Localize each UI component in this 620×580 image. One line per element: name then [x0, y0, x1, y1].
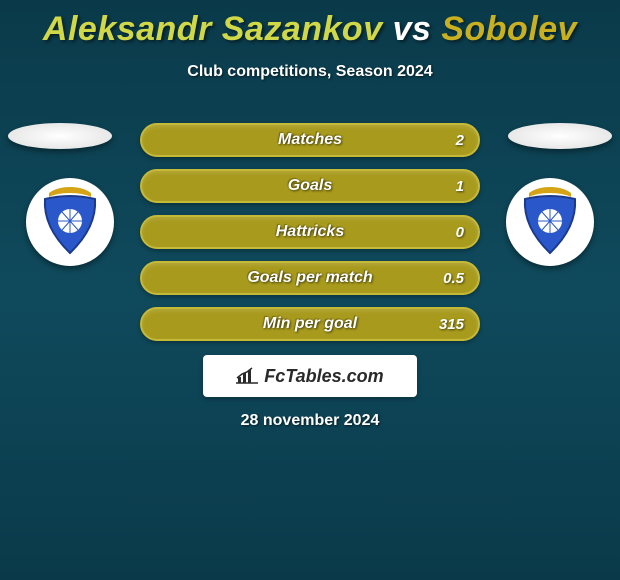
stat-bar-matches: Matches 2 [140, 123, 480, 157]
stats-area: Matches 2 Goals 1 Hattricks 0 Goals per … [0, 123, 620, 343]
stat-label: Goals [288, 177, 332, 195]
subtitle: Club competitions, Season 2024 [0, 63, 620, 81]
brand-suffix: Tables.com [285, 366, 383, 386]
stat-bar-hattricks: Hattricks 0 [140, 215, 480, 249]
bar-chart-icon [236, 367, 258, 385]
brand-prefix: Fc [264, 366, 285, 386]
player1-name: Aleksandr Sazankov [43, 10, 383, 48]
stat-value: 0.5 [443, 270, 464, 287]
brand-box[interactable]: FcTables.com [203, 355, 417, 397]
club-shield-icon [39, 187, 101, 257]
player1-disc [8, 123, 112, 149]
vs-text: vs [393, 10, 432, 48]
stat-bar-goals: Goals 1 [140, 169, 480, 203]
stat-label: Hattricks [276, 223, 344, 241]
brand-text: FcTables.com [264, 366, 383, 387]
player2-disc [508, 123, 612, 149]
stat-label: Goals per match [247, 269, 372, 287]
stat-bars: Matches 2 Goals 1 Hattricks 0 Goals per … [140, 123, 480, 353]
date-text: 28 november 2024 [0, 412, 620, 430]
player2-club-badge [506, 178, 594, 266]
stat-value: 2 [456, 132, 464, 149]
player2-name: Sobolev [441, 10, 577, 48]
player1-club-badge [26, 178, 114, 266]
page-title: Aleksandr Sazankov vs Sobolev [0, 0, 620, 49]
stat-value: 315 [439, 316, 464, 333]
stat-label: Matches [278, 131, 342, 149]
club-shield-icon [519, 187, 581, 257]
stat-bar-mpg: Min per goal 315 [140, 307, 480, 341]
stat-value: 0 [456, 224, 464, 241]
stat-value: 1 [456, 178, 464, 195]
stat-label: Min per goal [263, 315, 357, 333]
stat-bar-gpm: Goals per match 0.5 [140, 261, 480, 295]
